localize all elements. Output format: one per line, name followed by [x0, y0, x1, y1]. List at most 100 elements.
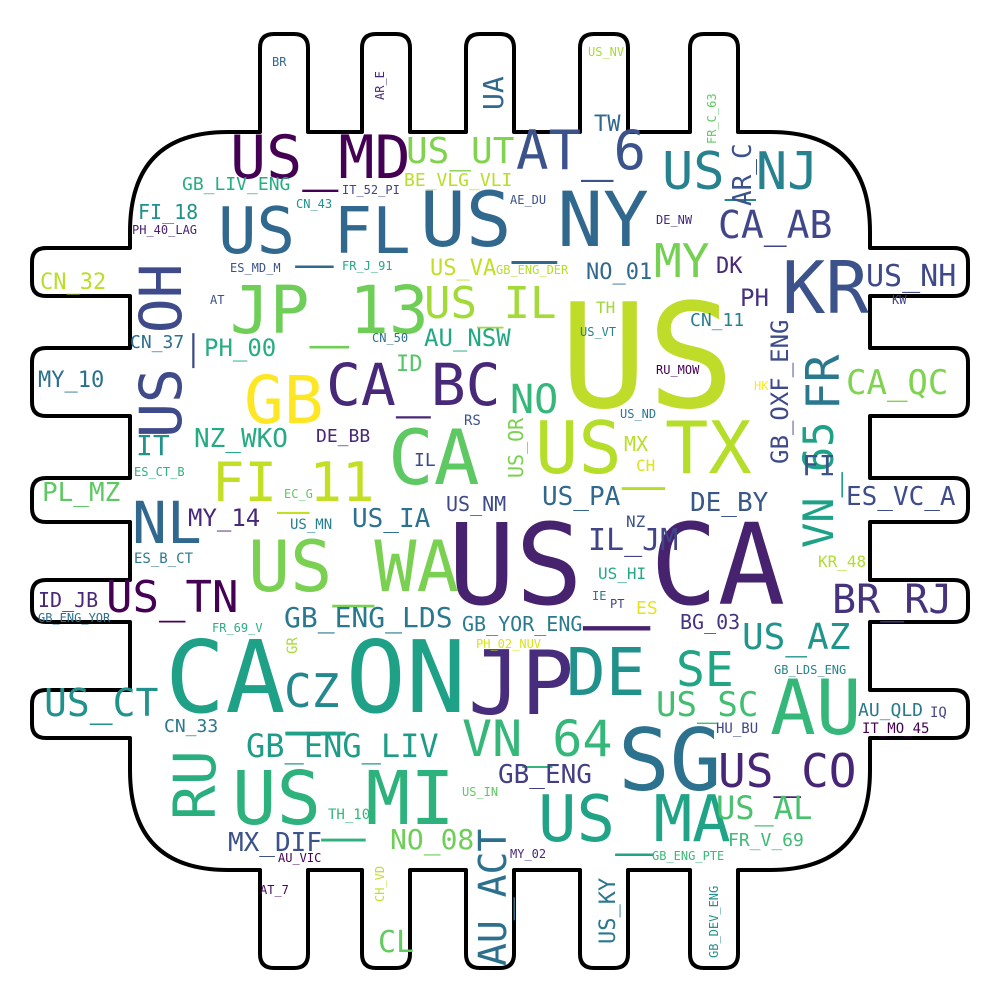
word-my-10: MY_10: [38, 368, 105, 393]
word-us-mi: US_MI: [232, 756, 455, 842]
word-id: ID: [396, 352, 423, 377]
word-au-qld: AU_QLD: [858, 700, 924, 721]
word-us: US: [560, 273, 735, 442]
word-gb-eng-pte: GB_ENG_PTE: [652, 849, 725, 863]
word-jp: JP: [468, 632, 574, 735]
word-cl: CL: [378, 925, 415, 960]
word-ca-bc: CA_BC: [326, 351, 501, 419]
word-ch: CH: [636, 456, 656, 475]
word-es-vc-a: ES_VC_A: [846, 482, 956, 512]
word-gb-eng-der: GB_ENG_DER: [496, 263, 569, 277]
word-de-nw: DE_NW: [656, 213, 693, 227]
word-at-6: AT_6: [516, 119, 647, 182]
word-gb-oxf-eng: GB_OXF_ENG: [766, 319, 794, 465]
word-us-or: US_OR: [504, 417, 528, 478]
word-us-in: US_IN: [462, 785, 499, 799]
word-de-by: DE_BY: [690, 488, 769, 518]
word-us-nv: US_NV: [588, 45, 625, 59]
word-pl-mz: PL_MZ: [42, 478, 121, 508]
word-cn-32: CN_32: [40, 270, 107, 295]
word-at: AT: [210, 293, 225, 307]
word-no-08: NO_08: [390, 823, 475, 856]
word-cn-11: CN_11: [690, 310, 745, 331]
word-au-nsw: AU_NSW: [424, 324, 511, 352]
word-us-ut: US_UT: [406, 131, 515, 172]
word-vn-64: VN_64: [462, 710, 613, 768]
word-us-va: US_VA: [430, 256, 497, 281]
word-us-al: US_AL: [716, 789, 813, 827]
word-fr: FR: [796, 354, 850, 410]
word-us-md: US_MD: [230, 123, 411, 193]
word-jp-13: JP_13: [230, 272, 429, 349]
word-fi-18: FI_18: [138, 200, 199, 224]
word-ca-qc: CA_QC: [846, 363, 949, 403]
word-de: DE: [566, 634, 646, 711]
word-us-nj: US_NJ: [662, 142, 819, 202]
chip-outline: [30, 32, 970, 970]
word-pt: PT: [610, 597, 625, 611]
word-us-nd: US_ND: [620, 407, 657, 421]
word-us-vt: US_VT: [580, 325, 617, 339]
word-nz-wko: NZ_WKO: [194, 424, 288, 454]
word-gb-eng: GB_ENG: [498, 760, 592, 790]
word-th: TH: [596, 298, 616, 317]
word-cz: CZ: [284, 664, 340, 718]
word-ru: RU: [161, 750, 229, 820]
word-ph-02-nuv: PH_02_NUV: [476, 637, 542, 651]
word-ph-00: PH_00: [204, 334, 277, 362]
word-us-il: US_IL: [424, 278, 557, 329]
word-gr: GR: [285, 637, 301, 654]
word-gb-dev-eng: GB_DEV_ENG: [707, 885, 721, 958]
word-gb-yor-eng: GB_YOR_ENG: [462, 612, 583, 636]
word-rs: RS: [464, 413, 481, 429]
word-au-act: AU_ACT: [471, 828, 515, 966]
word-cn-50: CN_50: [372, 331, 409, 345]
word-us-hi: US_HI: [598, 564, 647, 583]
word-us-sc: US_SC: [656, 685, 759, 725]
word-au-vic: AU_VIC: [278, 851, 322, 865]
word-ae-du: AE_DU: [510, 193, 547, 207]
word-br-rj: BR_RJ: [832, 577, 953, 623]
word-no-01: NO_01: [586, 260, 653, 285]
word-us-az: US_AZ: [742, 617, 851, 658]
word-es: ES: [636, 598, 658, 619]
word-us-ia: US_IA: [352, 504, 431, 534]
word-no: NO: [510, 377, 559, 423]
word-gb: GB: [244, 362, 324, 439]
word-br: BR: [272, 55, 287, 69]
word-us-tn: US_TN: [106, 572, 239, 623]
word-my-14: MY_14: [188, 504, 261, 532]
word-id-jb: ID_JB: [38, 588, 99, 612]
word-ua: UA: [477, 76, 510, 110]
word-ph-40-lag: PH_40_LAG: [132, 223, 198, 237]
word-us-mn: US_MN: [290, 517, 333, 533]
word-ca-on: CA_ON: [165, 619, 467, 736]
word-it: IT: [136, 429, 170, 462]
word-be-vlg-vli: BE_VLG_VLI: [404, 170, 513, 191]
word-dk: DK: [716, 254, 743, 279]
word-us-co: US_CO: [718, 744, 857, 798]
word-kr-48: KR_48: [818, 552, 867, 571]
word-es-ct-b: ES_CT_B: [134, 465, 185, 479]
word-fr-j-91: FR_J_91: [342, 259, 393, 273]
word-us-nh: US_NH: [866, 259, 957, 294]
word-cn-33: CN_33: [164, 716, 219, 737]
word-my-02: MY_02: [510, 847, 547, 861]
word-kr: KR: [782, 246, 869, 330]
word-us-fl: US_FL: [218, 195, 411, 269]
word-il: IL: [414, 450, 436, 471]
word-iq: IQ: [930, 705, 947, 721]
word-cn-37: CN_37: [130, 332, 185, 353]
word-gb-eng-liv: GB_ENG_LIV: [246, 727, 439, 765]
word-ph: PH: [740, 284, 769, 312]
word-ca-ab: CA_AB: [718, 203, 833, 247]
word-gb-liv-eng: GB_LIV_ENG: [182, 174, 291, 195]
word-th-10: TH_10: [328, 807, 371, 823]
word-tw: TW: [594, 112, 621, 137]
word-gb-lds-eng: GB_LDS_ENG: [774, 663, 847, 677]
word-fi-11: FI_11: [212, 451, 375, 514]
word-es-b-ct: ES_B_CT: [134, 551, 194, 567]
